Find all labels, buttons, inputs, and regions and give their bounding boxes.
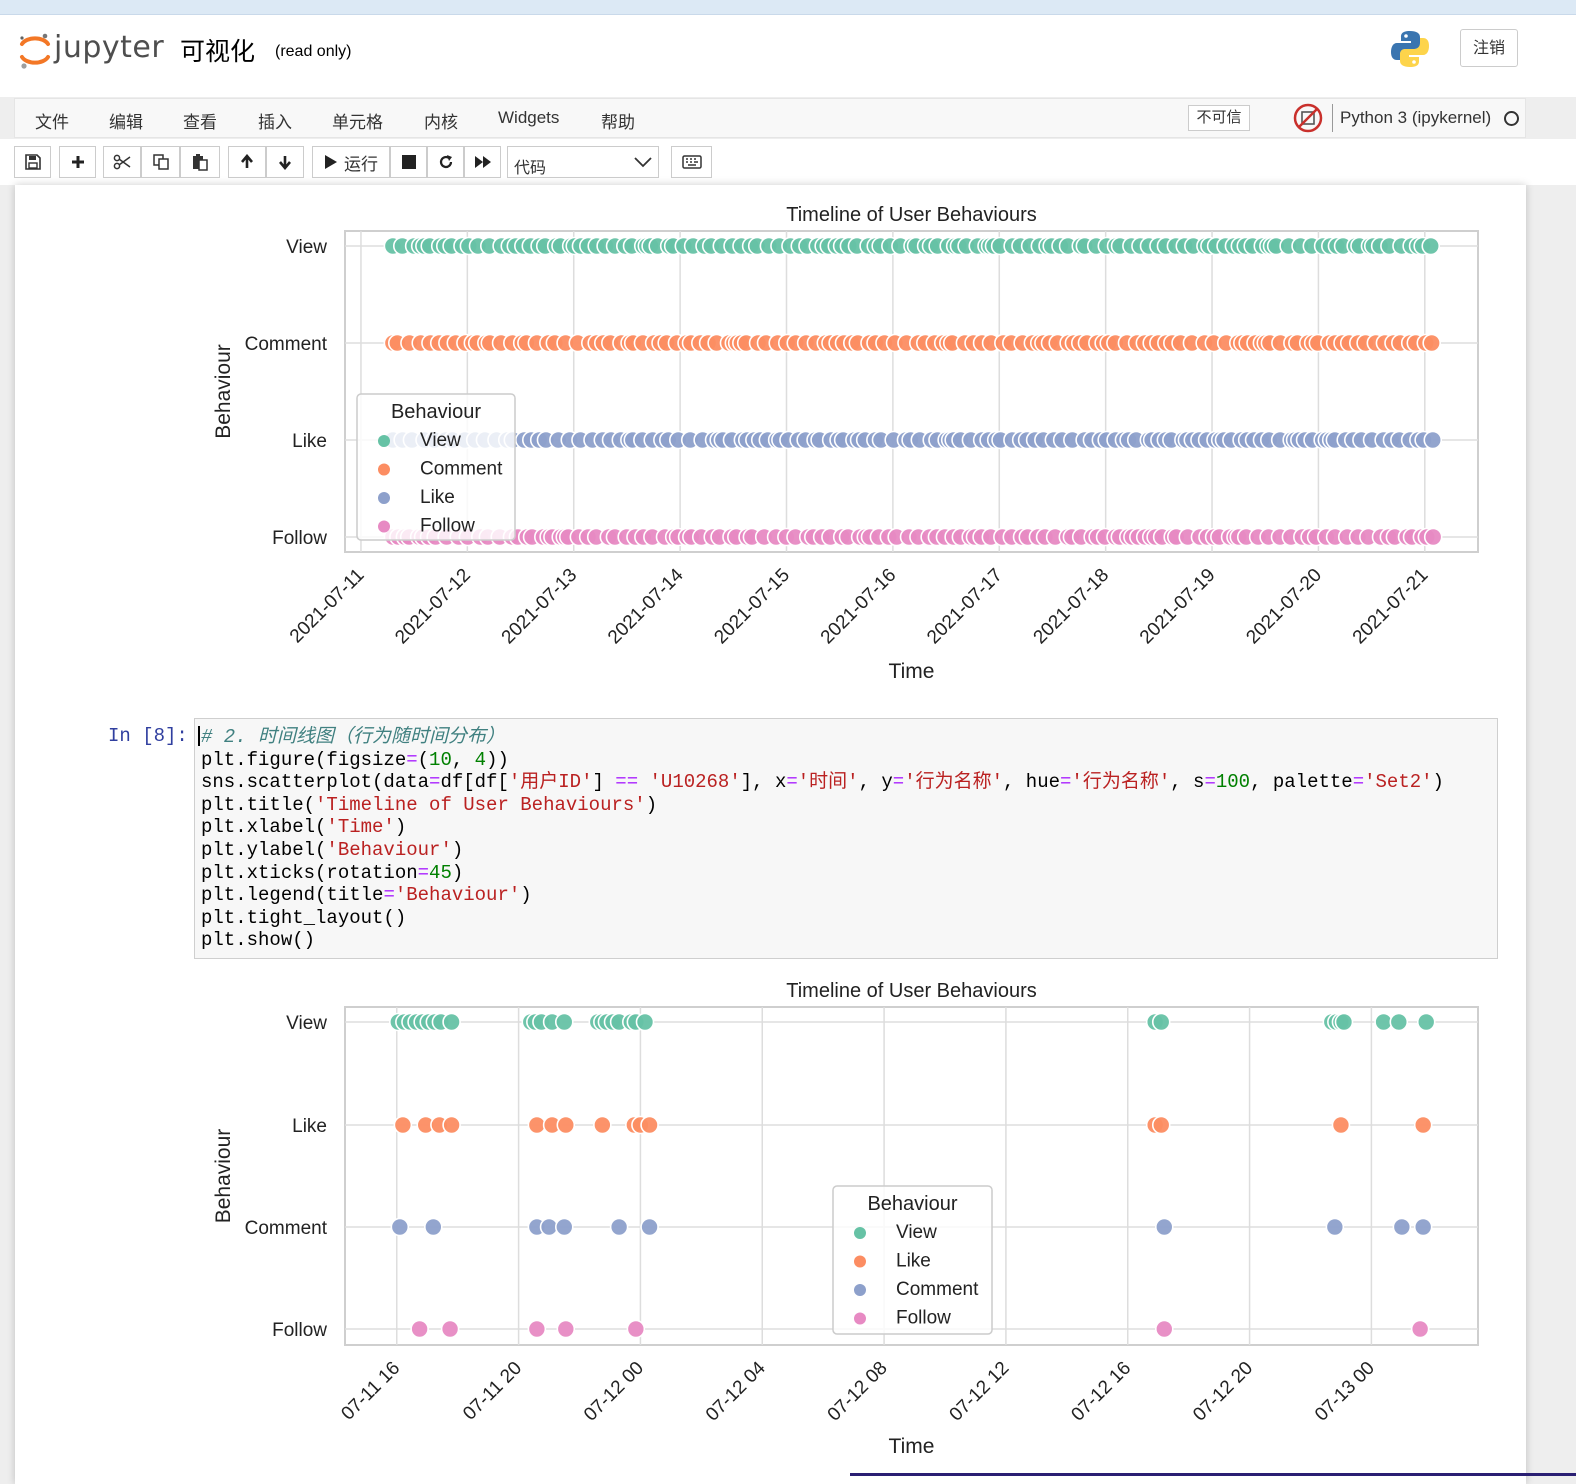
logout-button[interactable]: 注销 <box>1460 29 1518 67</box>
run-button[interactable]: 运行 <box>312 146 390 178</box>
move-down-button[interactable] <box>266 146 304 178</box>
code-line-3: sns.scatterplot(data=df[df['用户ID'] == 'U… <box>201 771 1444 794</box>
plus-icon <box>71 156 84 168</box>
insert-cell-button[interactable] <box>59 146 96 178</box>
code-line-1: # 2. 时间线图（行为随时间分布） <box>201 726 506 748</box>
read-only-label: (read only) <box>275 43 352 60</box>
code-cell-editor[interactable]: # 2. 时间线图（行为随时间分布） plt.figure(figsize=(1… <box>194 718 1498 959</box>
jupyter-logo-icon[interactable] <box>18 30 168 70</box>
kernel-name[interactable]: Python 3 (ipykernel) <box>1340 108 1492 127</box>
kernel-disconnected-icon <box>1293 103 1323 133</box>
code-line-5: plt.xlabel('Time') <box>201 816 407 839</box>
restart-run-all-button[interactable] <box>464 146 501 178</box>
browser-top-strip <box>0 0 1576 15</box>
cut-button[interactable] <box>103 146 141 178</box>
jupyter-logo-text[interactable]: jupyter <box>54 30 165 65</box>
restart-icon <box>439 155 452 169</box>
not-trusted-badge[interactable]: 不可信 <box>1188 105 1250 131</box>
move-up-button[interactable] <box>228 146 266 178</box>
menu-cell[interactable]: 单元格 <box>332 113 383 132</box>
notebook-title[interactable]: 可视化 <box>180 37 256 66</box>
paste-icon <box>193 154 208 171</box>
code-line-4: plt.title('Timeline of User Behaviours') <box>201 793 658 816</box>
code-line-10: plt.show() <box>201 929 316 952</box>
code-line-2: plt.figure(figsize=(10, 4)) <box>201 748 509 771</box>
code-line-7: plt.xticks(rotation=45) <box>201 861 464 884</box>
menu-edit[interactable]: 编辑 <box>109 113 143 132</box>
kernel-status-icon <box>1504 111 1519 126</box>
copy-button[interactable] <box>141 146 180 178</box>
menu-view[interactable]: 查看 <box>183 113 217 132</box>
interrupt-kernel-button[interactable] <box>390 146 427 178</box>
save-button[interactable] <box>14 146 51 178</box>
cell-type-select[interactable]: 代码 <box>507 146 659 178</box>
scissors-icon <box>113 154 131 170</box>
menu-insert[interactable]: 插入 <box>258 113 292 132</box>
fast-forward-icon <box>474 156 491 168</box>
arrow-up-icon <box>241 154 253 168</box>
restart-kernel-button[interactable] <box>427 146 464 178</box>
notebook-header <box>0 15 1576 97</box>
bottom-accent-line <box>850 1473 1576 1476</box>
arrow-down-icon <box>279 156 291 170</box>
code-text[interactable]: # 2. 时间线图（行为随时间分布） plt.figure(figsize=(1… <box>201 726 1444 952</box>
menu-help[interactable]: 帮助 <box>601 113 635 132</box>
menu-widgets[interactable]: Widgets <box>498 108 560 127</box>
kernel-separator <box>1332 104 1333 132</box>
code-line-9: plt.tight_layout() <box>201 906 407 929</box>
code-line-6: plt.ylabel('Behaviour') <box>201 838 464 861</box>
play-icon <box>325 155 337 169</box>
cell-prompt: In [8]: <box>108 725 188 747</box>
keyboard-icon <box>681 155 702 169</box>
code-line-8: plt.legend(title='Behaviour') <box>201 884 532 907</box>
menu-file[interactable]: 文件 <box>35 113 69 132</box>
menu-kernel[interactable]: 内核 <box>424 113 458 132</box>
chevron-down-icon <box>634 157 652 168</box>
menu-bar: 文件 编辑 查看 插入 单元格 内核 Widgets 帮助 <box>14 98 1526 138</box>
copy-icon <box>152 154 169 170</box>
cell-type-value: 代码 <box>514 160 547 177</box>
python-logo-icon <box>1391 31 1429 67</box>
stop-icon <box>401 155 416 169</box>
save-icon <box>24 154 41 170</box>
command-palette-button[interactable] <box>671 146 712 178</box>
paste-button[interactable] <box>180 146 220 178</box>
text-cursor <box>198 726 200 746</box>
run-label: 运行 <box>344 154 378 174</box>
